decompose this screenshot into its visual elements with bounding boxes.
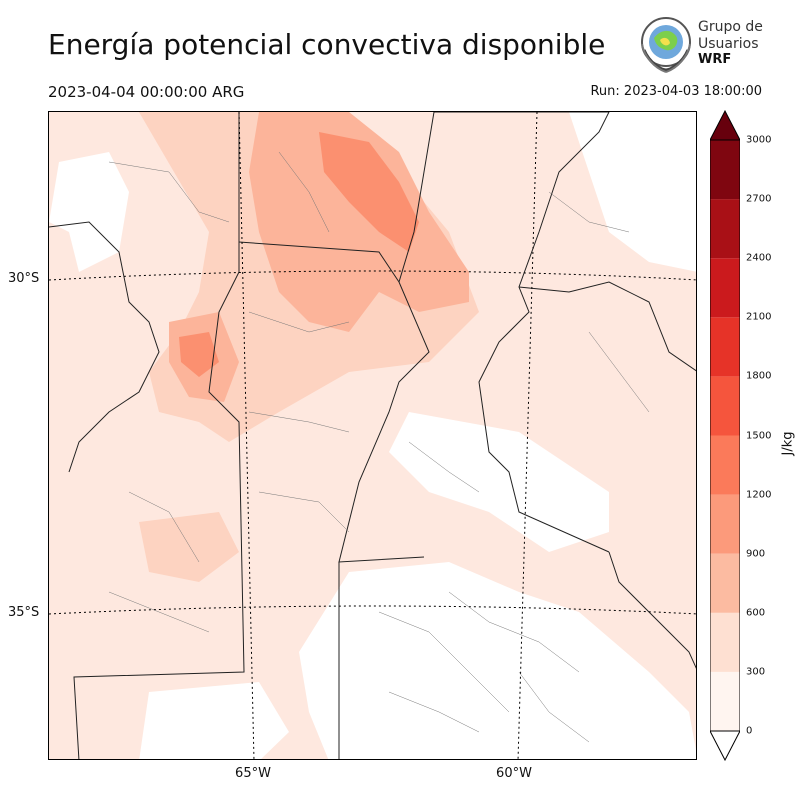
department-boundary: [278, 151, 330, 233]
border-line: [518, 281, 696, 372]
cape-zero-region-east: [389, 412, 609, 552]
longitude-label-60w: 60°W: [496, 766, 532, 781]
colorbar-frame: [710, 139, 740, 732]
cape-map-canvas: [49, 112, 696, 759]
department-boundary: [108, 161, 230, 223]
border-line: [434, 112, 610, 553]
colorbar-tick-label: 1800: [746, 370, 772, 382]
department-boundary: [388, 691, 480, 733]
colorbar-tick-label: 0: [746, 725, 753, 737]
colorbar-segment: [710, 258, 740, 318]
department-boundary: [408, 441, 480, 493]
department-boundary: [548, 191, 630, 233]
department-boundary: [108, 591, 210, 633]
colorbar-segment: [710, 671, 740, 731]
cape-map: [48, 111, 697, 760]
latitude-line-35s: [49, 605, 696, 615]
colorbar-segment: [710, 612, 740, 672]
cape-high-region-west: [179, 332, 219, 377]
logo-text-line-1: Grupo de: [698, 19, 763, 35]
globe-emblem-icon: [641, 17, 691, 73]
longitude-line-60w: [517, 112, 538, 759]
latitude-label-35s: 35°S: [8, 605, 40, 620]
colorbar-tick-label: 300: [746, 666, 766, 678]
map-title: Energía potencial convectiva disponible: [48, 28, 606, 61]
latitude-label-30s: 30°S: [8, 271, 40, 286]
colorbar-tick-label: 1500: [746, 430, 772, 441]
valid-time: 2023-04-04 00:00:00 ARG: [48, 83, 245, 101]
run-time: Run: 2023-04-03 18:00:00: [590, 84, 762, 99]
colorbar-segment: [710, 376, 740, 436]
longitude-line-65w: [238, 112, 255, 759]
cape-zero-region-northeast: [569, 112, 696, 272]
department-boundary: [588, 331, 650, 413]
colorbar-segment: [710, 553, 740, 613]
colorbar-segment: [710, 435, 740, 495]
department-boundary: [258, 491, 350, 533]
department-boundary: [248, 311, 350, 333]
border-line: [49, 221, 160, 473]
colorbar-tick-label: 2700: [746, 193, 772, 205]
colorbar-tick-label: 3000: [746, 134, 772, 146]
colorbar-unit-label: J/kg: [780, 431, 796, 456]
department-boundary: [518, 671, 590, 743]
colorbar-segment: [710, 494, 740, 554]
logo-text-line-3: WRF: [698, 52, 732, 67]
colorbar-tick-label: 600: [746, 607, 766, 619]
longitude-label-65w: 65°W: [235, 766, 271, 781]
border-line: [73, 112, 245, 759]
colorbar-segment: [710, 140, 740, 200]
logo-text-line-2: Usuarios: [698, 36, 759, 52]
cape-zero-region-southwest: [139, 682, 289, 759]
border-line: [398, 112, 435, 283]
colorbar: [710, 110, 740, 762]
colorbar-segment: [710, 199, 740, 259]
colorbar-tick-label: 2100: [746, 311, 772, 323]
cape-low-region-south: [139, 512, 239, 582]
department-boundary: [378, 611, 510, 713]
cape-high-region: [319, 132, 419, 252]
colorbar-extend-bottom: [710, 730, 740, 762]
border-line: [238, 241, 430, 563]
colorbar-tick-label: 900: [746, 548, 766, 560]
department-boundary: [248, 411, 350, 433]
cape-zero-region-southeast: [299, 562, 696, 759]
colorbar-tick-label: 1200: [746, 489, 772, 501]
department-boundary: [128, 491, 200, 563]
colorbar-extend-top: [710, 110, 740, 141]
colorbar-tick-label: 2400: [746, 252, 772, 264]
colorbar-segment: [710, 317, 740, 377]
cape-moderate-region: [249, 112, 469, 332]
wrf-group-logo: Grupo de Usuarios WRF: [636, 14, 766, 76]
coastline: [608, 551, 696, 669]
latitude-line-30s: [49, 270, 696, 281]
